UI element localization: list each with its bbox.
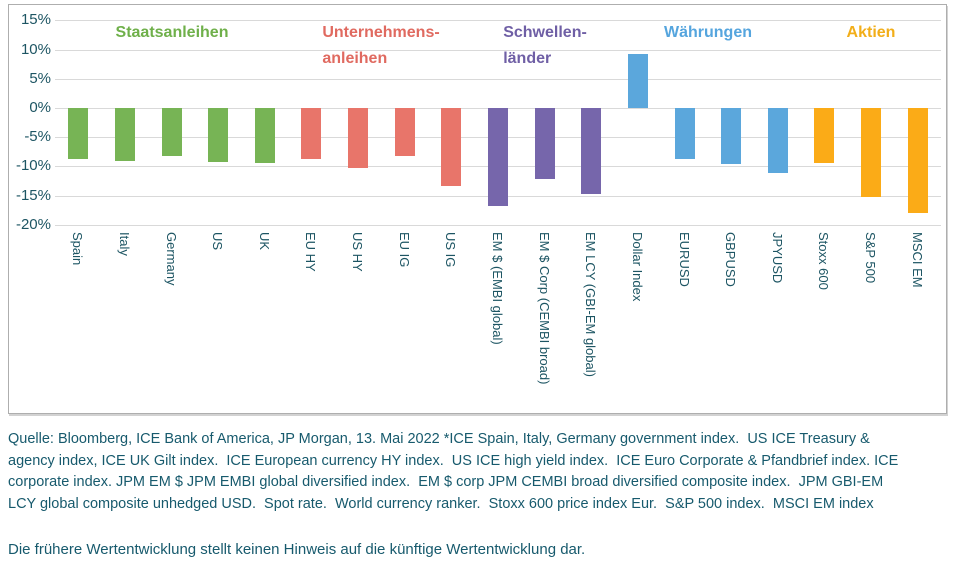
group-header-aktien: Aktien xyxy=(847,20,896,46)
x-category-label: Italy xyxy=(117,232,132,256)
y-axis-tick-label: -5% xyxy=(24,128,51,145)
bar-em-corp-cembi-broad- xyxy=(535,108,555,179)
x-category-label: JPYUSD xyxy=(770,232,785,284)
group-header-line: Schwellen- xyxy=(503,24,587,41)
bar-eurusd xyxy=(675,108,695,159)
x-category-label: S&P 500 xyxy=(863,232,878,284)
group-header-line: Währungen xyxy=(664,24,752,41)
gridline xyxy=(55,50,941,51)
disclaimer-text: Die frühere Wertentwicklung stellt keine… xyxy=(8,541,586,558)
bar-germany xyxy=(162,108,182,156)
source-note-line: agency index, ICE UK Gilt index. ICE Eur… xyxy=(8,452,899,469)
source-note-line: corporate index. JPM EM $ JPM EMBI globa… xyxy=(8,474,884,490)
bar-msci-em xyxy=(908,108,928,213)
bar-gbpusd xyxy=(721,108,741,164)
group-header-staatsanleihen: Staatsanleihen xyxy=(116,20,229,46)
bar-stoxx-600 xyxy=(814,108,834,163)
y-axis-tick-label: -20% xyxy=(15,216,51,233)
bar-s-p-500 xyxy=(861,108,881,197)
group-header-line: Unternehmens- xyxy=(322,24,440,41)
x-category-label: GBPUSD xyxy=(723,232,738,287)
bar-us-ig xyxy=(441,108,461,186)
group-header-unternehmensanleihen: Unternehmens-anleihen xyxy=(322,20,439,72)
source-note-line: LCY global composite unhedged USD. Spot … xyxy=(8,495,874,512)
x-category-label: US IG xyxy=(443,232,458,268)
x-category-label: Germany xyxy=(164,232,179,286)
x-category-label: EURUSD xyxy=(677,232,692,287)
group-header-line: Staatsanleihen xyxy=(115,24,229,41)
x-category-label: EM $ Corp (CEMBI broad) xyxy=(537,232,552,385)
x-category-label: US xyxy=(210,232,225,251)
bar-jpyusd xyxy=(768,108,788,173)
group-header-schwellenlaender: Schwellen-länder xyxy=(503,20,587,72)
bar-us-hy xyxy=(348,108,368,168)
y-axis-tick-label: 15% xyxy=(20,11,51,28)
group-header-line: länder xyxy=(503,50,552,67)
gridline xyxy=(55,79,941,80)
x-category-label: MSCI EM xyxy=(910,232,925,288)
bar-italy xyxy=(115,108,135,161)
group-header-line: Aktien xyxy=(846,24,896,41)
bar-spain xyxy=(68,108,88,159)
y-axis-tick-label: 10% xyxy=(20,41,51,58)
group-header-waehrungen: Währungen xyxy=(664,20,752,46)
bar-us xyxy=(208,108,228,162)
bar-em-lcy-gbi-em-global- xyxy=(581,108,601,194)
x-category-label: Stoxx 600 xyxy=(816,232,831,290)
y-axis-tick-label: -10% xyxy=(15,157,51,174)
x-category-label: EM $ (EMBI global) xyxy=(490,232,505,345)
bar-dollar-index xyxy=(628,54,648,108)
source-note: Quelle: Bloomberg, ICE Bank of America, … xyxy=(8,429,953,515)
x-category-label: EU IG xyxy=(397,232,412,268)
gridline xyxy=(55,20,941,21)
x-category-label: UK xyxy=(257,232,272,251)
bar-uk xyxy=(255,108,275,163)
gridline xyxy=(55,225,941,226)
bar-em-embi-global- xyxy=(488,108,508,206)
performance-bar-chart: 15% 10% 5% 0% -5% -10% -15% -20% Spain Italy Germa… xyxy=(8,4,947,414)
source-note-line: Quelle: Bloomberg, ICE Bank of America, … xyxy=(8,431,870,447)
y-axis-tick-label: 5% xyxy=(29,70,51,87)
x-category-label: Dollar Index xyxy=(630,232,645,302)
y-axis-tick-label: 0% xyxy=(29,99,51,116)
x-category-label: US HY xyxy=(350,232,365,272)
group-header-line: anleihen xyxy=(322,50,388,67)
x-category-label: Spain xyxy=(70,232,85,266)
y-axis-tick-label: -15% xyxy=(15,187,51,204)
x-category-label: EU HY xyxy=(303,232,318,272)
bar-eu-ig xyxy=(395,108,415,156)
bar-eu-hy xyxy=(301,108,321,159)
x-category-label: EM LCY (GBI-EM global) xyxy=(583,232,598,377)
